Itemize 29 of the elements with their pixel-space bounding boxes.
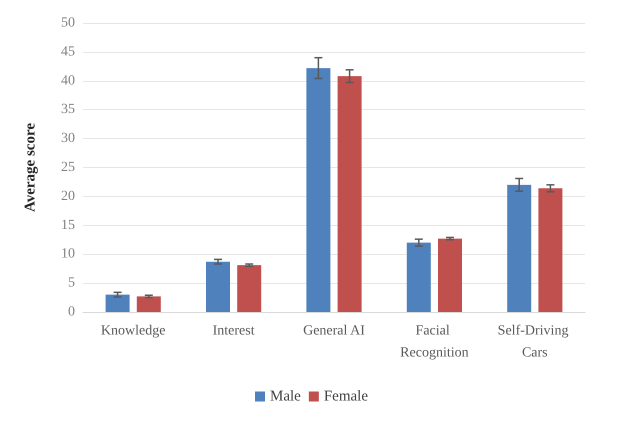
bar: [136, 296, 161, 312]
bar: [406, 242, 431, 312]
bar: [338, 76, 362, 312]
y-tick-label: 45: [61, 44, 75, 60]
x-tick-label: Interest: [212, 324, 255, 338]
y-tick-label: 20: [61, 188, 75, 204]
x-tick-label: Self-Driving Cars: [498, 324, 572, 360]
bar: [438, 238, 462, 312]
legend-label: Female: [324, 388, 368, 404]
y-tick-label: 35: [61, 102, 75, 118]
bar: [507, 184, 532, 312]
y-axis-title: Average score: [22, 122, 38, 212]
x-tick-label: Knowledge: [100, 324, 166, 338]
bar: [538, 188, 562, 312]
bar: [106, 294, 130, 312]
y-tick-label: 10: [61, 246, 75, 262]
y-tick-label: 40: [61, 73, 75, 88]
x-tick-label: Facial Recognition: [400, 324, 469, 360]
y-tick-label: 5: [68, 276, 75, 291]
x-tick-label: General AI: [303, 324, 366, 338]
y-tick-label: 30: [61, 131, 75, 146]
y-tick-label: 25: [61, 160, 75, 175]
bar: [237, 265, 262, 312]
y-tick-label: 15: [61, 218, 75, 233]
y-tick-label: 50: [61, 16, 75, 30]
bar: [306, 68, 330, 312]
legend-label: Male: [270, 388, 302, 404]
y-tick-label: 0: [68, 304, 75, 320]
bar: [206, 262, 230, 312]
